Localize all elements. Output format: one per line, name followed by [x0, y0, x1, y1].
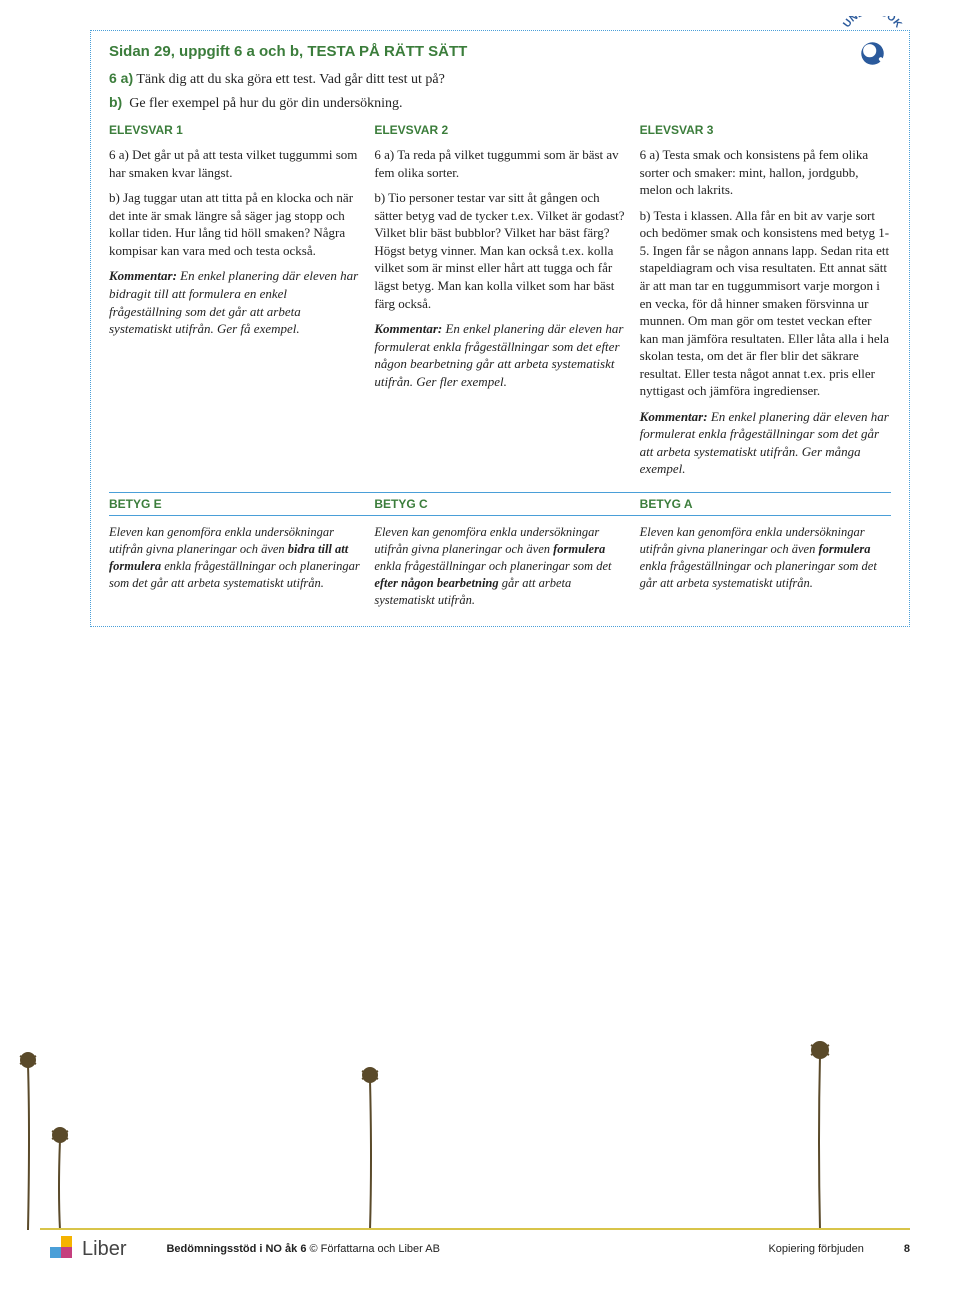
crit-a-b: formulera	[818, 542, 870, 556]
qa-text: Tänk dig att du ska göra ett test. Vad g…	[136, 72, 444, 87]
plant-decoration	[0, 1010, 960, 1230]
betyg-a: BETYG A	[640, 497, 891, 511]
col-1: ELEVSVAR 1 6 a) Det går ut på att testa …	[109, 122, 360, 486]
c2-b: b) Tio personer testar var sitt åt gånge…	[374, 189, 625, 312]
qb-text: Ge fler exempel på hur du gör din unders…	[129, 96, 402, 111]
elevsvar-1-hdr: ELEVSVAR 1	[109, 122, 360, 138]
crit-e: Eleven kan genomföra enkla undersökninga…	[109, 524, 360, 608]
crit-c-b2: efter någon bearbetning	[374, 576, 498, 590]
answer-columns: ELEVSVAR 1 6 a) Det går ut på att testa …	[109, 122, 891, 486]
footer-right: Kopiering förbjuden	[768, 1243, 863, 1255]
logo-text: Liber	[82, 1238, 126, 1261]
c2-comment: Kommentar: En enkel planering där eleven…	[374, 320, 625, 390]
c3-b: b) Testa i klassen. Alla får en bit av v…	[640, 207, 891, 400]
crit-c-b1: formulera	[553, 542, 605, 556]
crit-c-2: enkla frågeställningar och planeringar s…	[374, 559, 611, 573]
footer-rest: © Författarna och Liber AB	[306, 1243, 439, 1255]
betyg-e: BETYG E	[109, 497, 360, 511]
footer-divider	[40, 1228, 910, 1230]
elevsvar-2-hdr: ELEVSVAR 2	[374, 122, 625, 138]
c3-a: 6 a) Testa smak och konsistens på fem ol…	[640, 146, 891, 199]
grade-row: BETYG E BETYG C BETYG A	[109, 492, 891, 516]
c1-k-label: Kommentar:	[109, 268, 177, 283]
logo-icon	[50, 1236, 76, 1262]
c1-comment: Kommentar: En enkel planering där eleven…	[109, 267, 360, 337]
elevsvar-3-hdr: ELEVSVAR 3	[640, 122, 891, 138]
col-3: ELEVSVAR 3 6 a) Testa smak och konsisten…	[640, 122, 891, 486]
betyg-c: BETYG C	[374, 497, 625, 511]
question-b: b) Ge fler exempel på hur du gör din und…	[109, 94, 891, 112]
qa-num: 6 a)	[109, 70, 133, 86]
c1-b: b) Jag tuggar utan att titta på en klock…	[109, 189, 360, 259]
footer: Liber Bedömningsstöd i NO åk 6 © Författ…	[0, 1236, 960, 1262]
c2-k-label: Kommentar:	[374, 321, 442, 336]
c3-comment: Kommentar: En enkel planering där eleven…	[640, 408, 891, 478]
crit-a: Eleven kan genomföra enkla undersökninga…	[640, 524, 891, 608]
assessment-box: Sidan 29, uppgift 6 a och b, TESTA PÅ RÄ…	[90, 30, 910, 627]
crit-c: Eleven kan genomföra enkla undersökninga…	[374, 524, 625, 608]
criteria-row: Eleven kan genomföra enkla undersökninga…	[109, 524, 891, 608]
crit-a-2: enkla frågeställningar och planeringar s…	[640, 559, 877, 590]
box-title: Sidan 29, uppgift 6 a och b, TESTA PÅ RÄ…	[109, 43, 891, 60]
question-a: 6 a) Tänk dig att du ska göra ett test. …	[109, 70, 891, 88]
footer-center: Bedömningsstöd i NO åk 6 © Författarna o…	[166, 1243, 439, 1255]
footer-bold: Bedömningsstöd i NO åk 6	[166, 1243, 306, 1255]
liber-logo: Liber	[50, 1236, 126, 1262]
c2-a: 6 a) Ta reda på vilket tuggummi som är b…	[374, 146, 625, 181]
qb-num: b)	[109, 94, 122, 110]
c3-k-label: Kommentar:	[640, 409, 708, 424]
col-2: ELEVSVAR 2 6 a) Ta reda på vilket tuggum…	[374, 122, 625, 486]
c1-a: 6 a) Det går ut på att testa vilket tugg…	[109, 146, 360, 181]
page-number: 8	[904, 1243, 910, 1255]
